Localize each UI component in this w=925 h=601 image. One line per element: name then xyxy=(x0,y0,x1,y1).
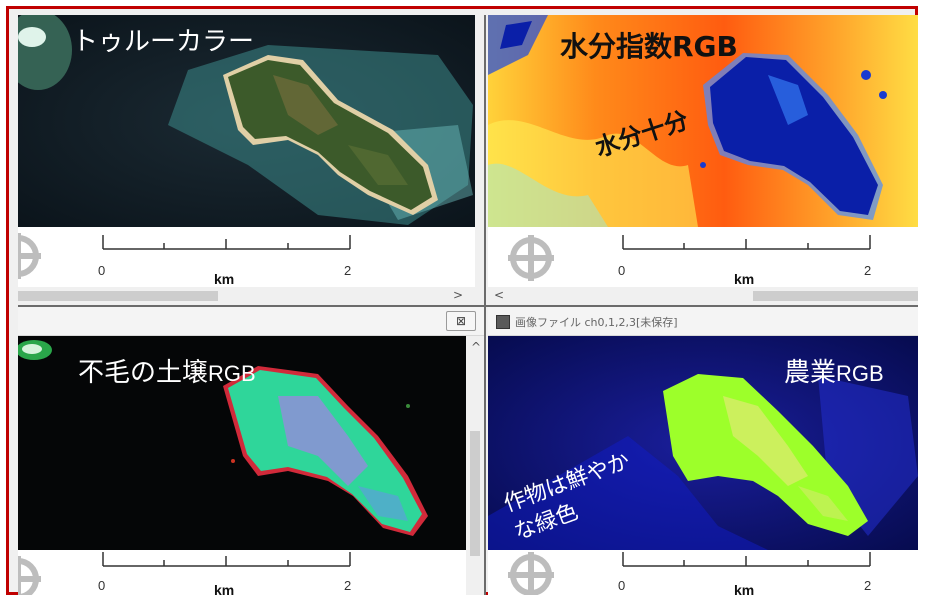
window-titlebar-bare-soil: ⊠ xyxy=(18,307,484,336)
scroll-left-arrow[interactable]: < xyxy=(494,288,505,302)
scroll-right-arrow[interactable]: > xyxy=(453,288,464,302)
scale-ruler xyxy=(102,235,351,250)
vertical-scrollbar-bare-soil[interactable]: ^ xyxy=(466,336,484,595)
scale-unit: km xyxy=(214,271,235,287)
bare-soil-image xyxy=(18,336,466,550)
scale-bar-agriculture: 0 km 2 xyxy=(488,550,918,595)
scale-tick-0: 0 xyxy=(618,578,626,593)
window-title: 画像ファイル ch0,1,2,3[未保存] xyxy=(515,316,678,329)
scale-bar-bare-soil: 0 km 2 xyxy=(18,550,466,595)
pane-bare-soil: ⊠ 不毛の土壌RGB xyxy=(18,307,484,595)
scroll-thumb[interactable] xyxy=(470,431,480,556)
moisture-image xyxy=(488,15,918,227)
scale-tick-2: 2 xyxy=(344,578,352,593)
scale-tick-0: 0 xyxy=(618,263,626,278)
scale-unit: km xyxy=(734,271,755,287)
scale-tick-0: 0 xyxy=(98,263,106,278)
pane-agriculture: 画像ファイル ch0,1,2,3[未保存] 農業RGB xyxy=(488,307,918,595)
close-icon: ⊠ xyxy=(455,314,467,328)
agriculture-image xyxy=(488,336,918,550)
scale-ruler xyxy=(102,552,351,567)
scale-unit: km xyxy=(734,582,755,595)
navigation-crosshair-icon[interactable] xyxy=(508,235,554,281)
pane-true-color: トゥルーカラー 0 km 2 v > xyxy=(18,15,475,305)
scale-ruler xyxy=(622,552,871,567)
scale-bar-true-color: 0 km 2 xyxy=(18,227,475,287)
window-app-icon xyxy=(496,315,510,329)
true-color-image xyxy=(18,15,475,227)
scale-unit: km xyxy=(214,582,235,595)
scale-tick-0: 0 xyxy=(98,578,106,593)
scroll-thumb[interactable] xyxy=(18,291,218,301)
scale-tick-2: 2 xyxy=(864,263,872,278)
navigation-crosshair-icon[interactable] xyxy=(18,233,41,279)
scale-tick-2: 2 xyxy=(344,263,352,278)
figure-frame: トゥルーカラー 0 km 2 v > xyxy=(6,6,918,595)
close-button[interactable]: ⊠ xyxy=(446,311,476,331)
horizontal-scrollbar-moisture[interactable]: < xyxy=(488,287,918,305)
window-titlebar-agriculture: 画像ファイル ch0,1,2,3[未保存] xyxy=(488,307,918,336)
scroll-thumb[interactable] xyxy=(753,291,918,301)
scale-ruler xyxy=(622,235,871,250)
scale-tick-2: 2 xyxy=(864,578,872,593)
pane-divider-horizontal[interactable] xyxy=(18,305,918,307)
scroll-up-arrow[interactable]: ^ xyxy=(471,340,482,354)
navigation-crosshair-icon[interactable] xyxy=(18,556,41,595)
navigation-crosshair-icon[interactable] xyxy=(508,552,554,595)
pane-moisture: 水分指数RGB 水分十分 0 km 2 < xyxy=(488,15,918,305)
horizontal-scrollbar-true-color[interactable]: > xyxy=(18,287,475,305)
scale-bar-moisture: 0 km 2 xyxy=(488,227,918,287)
